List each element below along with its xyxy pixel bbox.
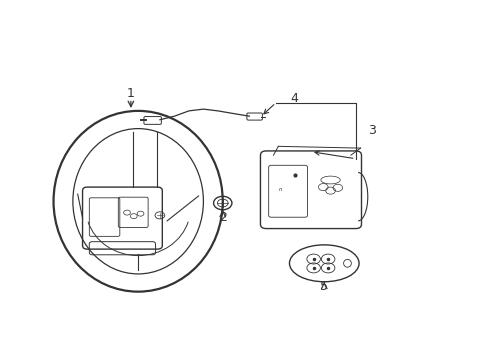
Text: 1: 1 (127, 87, 135, 100)
Text: n: n (278, 186, 281, 192)
Text: 4: 4 (290, 92, 298, 105)
Text: 3: 3 (367, 124, 375, 137)
Text: 2: 2 (218, 211, 226, 224)
Text: 5: 5 (320, 280, 327, 293)
